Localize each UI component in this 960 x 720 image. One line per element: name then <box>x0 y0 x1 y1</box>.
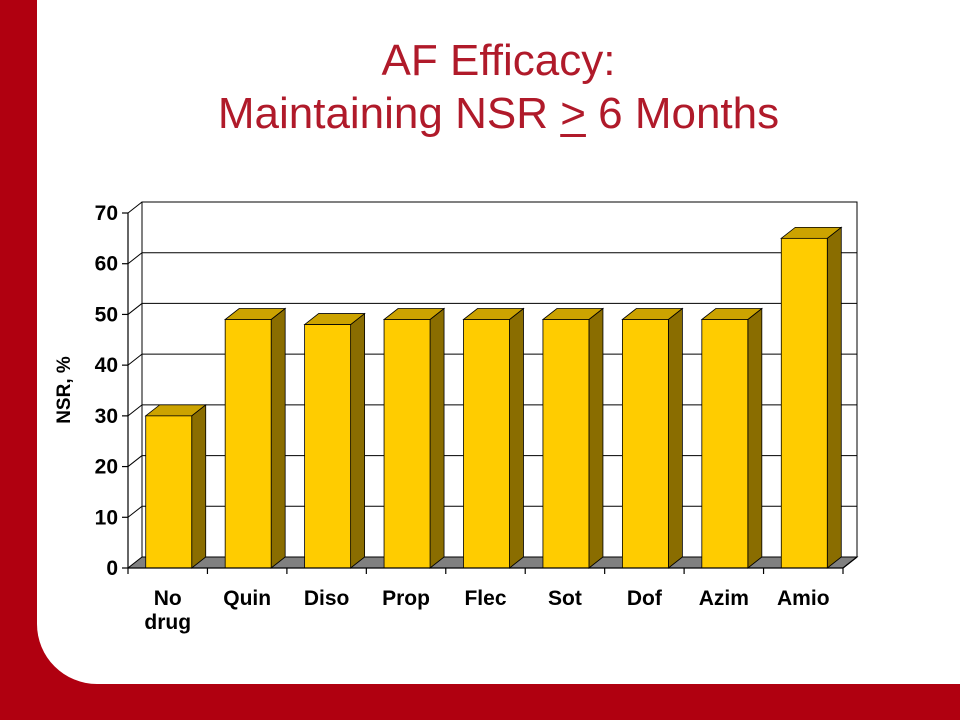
bar-side <box>667 307 683 569</box>
bar <box>780 237 828 569</box>
x-tick-label: No <box>154 587 182 610</box>
title-line-1: AF Efficacy: <box>381 36 616 85</box>
x-tick-label: Flec <box>464 587 506 610</box>
bar-side <box>191 404 207 569</box>
bar-side <box>826 226 842 569</box>
y-tick-label: 0 <box>106 557 118 580</box>
x-tick-label: Amio <box>777 587 830 610</box>
gridline-side <box>127 303 143 315</box>
x-tick-label: Prop <box>382 587 430 610</box>
bar-side <box>509 307 524 569</box>
title-line-2: Maintaining NSR > 6 Months <box>37 87 960 140</box>
gridline-side <box>127 252 143 265</box>
y-tick-label: 70 <box>95 202 118 225</box>
bar-side <box>350 312 366 569</box>
gridline-side <box>127 353 143 366</box>
y-tick-label: 40 <box>95 354 118 377</box>
y-tick-label: 30 <box>95 405 118 428</box>
x-tick-label: Sot <box>548 587 582 610</box>
bar <box>145 415 193 569</box>
bar <box>224 319 272 569</box>
x-tick-label: Quin <box>223 587 271 610</box>
bar-side <box>270 307 286 569</box>
gridline-side <box>127 404 143 417</box>
bar <box>621 319 669 569</box>
title-line-2-start: Maintaining NSR <box>217 89 561 138</box>
bar-side <box>588 307 604 569</box>
y-tick-label: 50 <box>95 303 118 326</box>
x-tick-label: Azim <box>699 587 749 610</box>
bar-side <box>429 307 445 569</box>
slide-frame-bottom <box>0 684 960 720</box>
y-axis-label: NSR, % <box>54 356 75 424</box>
x-tick-label: drug <box>144 611 191 634</box>
bar <box>383 319 431 569</box>
y-tick-label: 20 <box>95 456 118 479</box>
x-axis-end <box>842 556 858 569</box>
gridline-side <box>127 505 143 518</box>
title-line-2-end: 6 Months <box>585 89 780 138</box>
greater-equal-symbol: > <box>560 89 586 138</box>
slide-title: AF Efficacy: Maintaining NSR > 6 Months <box>37 34 960 140</box>
y-tick-label: 60 <box>95 253 118 276</box>
x-tick-label: Diso <box>304 587 350 610</box>
bar <box>463 319 510 569</box>
y-tick-label: 10 <box>95 506 118 529</box>
slide-frame-left <box>0 0 37 720</box>
bar <box>542 319 590 569</box>
bar <box>304 324 352 569</box>
bar <box>701 319 749 569</box>
bar-side <box>747 307 763 569</box>
gridline-side <box>127 455 143 467</box>
x-tick-label: Dof <box>627 587 663 610</box>
gridline-side <box>127 201 143 214</box>
